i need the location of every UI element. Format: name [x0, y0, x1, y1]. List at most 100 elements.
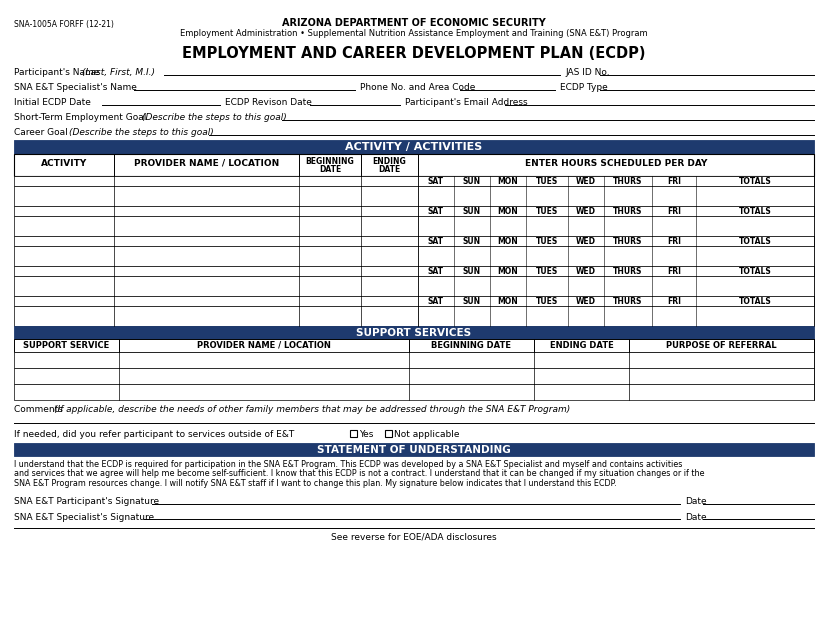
Text: Not applicable: Not applicable [394, 430, 459, 439]
Text: SAT: SAT [428, 296, 443, 305]
Text: THURS: THURS [613, 266, 642, 275]
Bar [14, 176, 813, 186]
Text: (If applicable, describe the needs of other family members that may be addressed: (If applicable, describe the needs of ot… [54, 405, 570, 414]
Text: BEGINNING DATE: BEGINNING DATE [431, 341, 511, 350]
Text: TUES: TUES [535, 177, 557, 186]
Bar [14, 154, 813, 176]
Text: WED: WED [576, 296, 595, 305]
Text: Date: Date [684, 497, 705, 506]
Bar [14, 352, 813, 368]
Text: ECDP Type: ECDP Type [559, 83, 607, 92]
Bar [14, 326, 813, 339]
Text: (Last, First, M.I.): (Last, First, M.I.) [82, 68, 155, 77]
Text: I understand that the ECDP is required for participation in the SNA E&T Program.: I understand that the ECDP is required f… [14, 460, 681, 469]
Bar [14, 296, 813, 306]
Bar [14, 246, 813, 266]
Text: Career Goal: Career Goal [14, 128, 70, 137]
Text: PURPOSE OF REFERRAL: PURPOSE OF REFERRAL [666, 341, 776, 350]
Text: FRI: FRI [667, 266, 680, 275]
Text: TUES: TUES [535, 296, 557, 305]
Text: TUES: TUES [535, 237, 557, 246]
Text: SNA E&T Specialist's Signature: SNA E&T Specialist's Signature [14, 513, 154, 522]
Bar [350, 430, 356, 437]
Bar [14, 266, 813, 276]
Text: Date: Date [684, 513, 705, 522]
Text: MON: MON [497, 207, 518, 216]
Text: ENTER HOURS SCHEDULED PER DAY: ENTER HOURS SCHEDULED PER DAY [524, 159, 706, 168]
Text: Yes: Yes [359, 430, 373, 439]
Text: ENDING DATE: ENDING DATE [549, 341, 613, 350]
Text: WED: WED [576, 177, 595, 186]
Text: SAT: SAT [428, 207, 443, 216]
Text: SUPPORT SERVICES: SUPPORT SERVICES [356, 328, 471, 338]
Bar [14, 339, 813, 352]
Bar [385, 430, 391, 437]
Bar [14, 276, 813, 296]
Text: THURS: THURS [613, 207, 642, 216]
Text: SNA-1005A FORFF (12-21): SNA-1005A FORFF (12-21) [14, 20, 114, 29]
Bar [14, 368, 813, 384]
Text: SNA E&T Specialist's Name: SNA E&T Specialist's Name [14, 83, 136, 92]
Text: Initial ECDP Date: Initial ECDP Date [14, 98, 91, 107]
Text: WED: WED [576, 207, 595, 216]
Text: ARIZONA DEPARTMENT OF ECONOMIC SECURITY: ARIZONA DEPARTMENT OF ECONOMIC SECURITY [282, 18, 545, 28]
Text: ACTIVITY: ACTIVITY [41, 159, 87, 168]
Text: Phone No. and Area Code: Phone No. and Area Code [360, 83, 475, 92]
Text: and services that we agree will help me become self-sufficient. I know that this: and services that we agree will help me … [14, 470, 704, 479]
Text: SAT: SAT [428, 266, 443, 275]
Text: SUPPORT SERVICE: SUPPORT SERVICE [23, 341, 109, 350]
Text: SNA E&T Participant's Signature: SNA E&T Participant's Signature [14, 497, 159, 506]
Text: FRI: FRI [667, 237, 680, 246]
Text: See reverse for EOE/ADA disclosures: See reverse for EOE/ADA disclosures [331, 532, 496, 541]
Text: TUES: TUES [535, 266, 557, 275]
Text: PROVIDER NAME / LOCATION: PROVIDER NAME / LOCATION [134, 159, 279, 168]
Text: PROVIDER NAME / LOCATION: PROVIDER NAME / LOCATION [197, 341, 331, 350]
Text: DATE: DATE [378, 165, 400, 174]
Text: SAT: SAT [428, 237, 443, 246]
Text: SUN: SUN [462, 237, 480, 246]
Text: TOTALS: TOTALS [738, 296, 771, 305]
Text: MON: MON [497, 177, 518, 186]
Text: Participant's Name: Participant's Name [14, 68, 102, 77]
Bar [14, 384, 813, 400]
Text: Comments: Comments [14, 405, 65, 414]
Text: (Describe the steps to this goal): (Describe the steps to this goal) [141, 113, 286, 122]
Text: FRI: FRI [667, 207, 680, 216]
Text: THURS: THURS [613, 177, 642, 186]
Text: SAT: SAT [428, 177, 443, 186]
Text: SUN: SUN [462, 207, 480, 216]
Text: BEGINNING: BEGINNING [305, 157, 354, 166]
Text: TOTALS: TOTALS [738, 237, 771, 246]
Text: WED: WED [576, 237, 595, 246]
Text: FRI: FRI [667, 296, 680, 305]
Text: SUN: SUN [462, 177, 480, 186]
Text: SUN: SUN [462, 266, 480, 275]
Text: Participant's Email Address: Participant's Email Address [404, 98, 527, 107]
Text: If needed, did you refer participant to services outside of E&T: If needed, did you refer participant to … [14, 430, 294, 439]
Text: WED: WED [576, 266, 595, 275]
Bar [14, 306, 813, 326]
Text: TUES: TUES [535, 207, 557, 216]
Bar [14, 216, 813, 236]
Text: TOTALS: TOTALS [738, 207, 771, 216]
Text: MON: MON [497, 266, 518, 275]
Bar [14, 443, 813, 456]
Text: FRI: FRI [667, 177, 680, 186]
Bar [14, 236, 813, 246]
Text: TOTALS: TOTALS [738, 177, 771, 186]
Text: THURS: THURS [613, 237, 642, 246]
Bar [14, 140, 813, 154]
Text: Employment Administration • Supplemental Nutrition Assistance Employment and Tra: Employment Administration • Supplemental… [180, 29, 647, 38]
Text: THURS: THURS [613, 296, 642, 305]
Text: ECDP Revison Date: ECDP Revison Date [225, 98, 312, 107]
Text: SUN: SUN [462, 296, 480, 305]
Text: JAS ID No.: JAS ID No. [564, 68, 609, 77]
Text: SNA E&T Program resources change. I will notify SNA E&T staff if I want to chang: SNA E&T Program resources change. I will… [14, 479, 616, 488]
Text: DATE: DATE [318, 165, 341, 174]
Text: STATEMENT OF UNDERSTANDING: STATEMENT OF UNDERSTANDING [317, 445, 510, 455]
Text: EMPLOYMENT AND CAREER DEVELOPMENT PLAN (ECDP): EMPLOYMENT AND CAREER DEVELOPMENT PLAN (… [182, 46, 645, 61]
Text: (Describe the steps to this goal): (Describe the steps to this goal) [69, 128, 213, 137]
Text: ENDING: ENDING [372, 157, 406, 166]
Text: MON: MON [497, 237, 518, 246]
Text: Short-Term Employment Goal: Short-Term Employment Goal [14, 113, 149, 122]
